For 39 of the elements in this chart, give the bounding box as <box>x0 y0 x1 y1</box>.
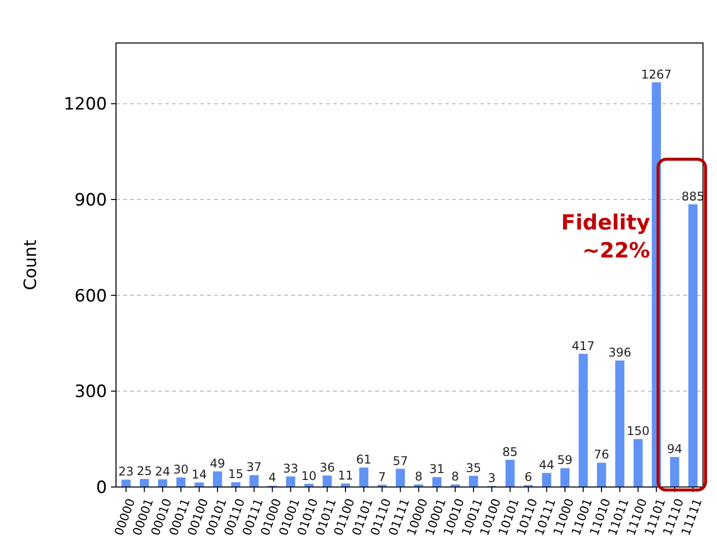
data-label: 36 <box>320 460 335 474</box>
y-axis-title: Count <box>21 239 41 290</box>
data-label: 59 <box>557 453 573 468</box>
data-label: 3 <box>488 471 496 486</box>
data-label: 417 <box>572 338 595 353</box>
data-label: 85 <box>502 444 518 459</box>
data-label: 1267 <box>641 67 672 82</box>
y-tick-label: 900 <box>74 190 107 210</box>
data-label: 44 <box>539 458 554 472</box>
data-label: 10 <box>301 468 317 483</box>
data-label: 76 <box>594 448 610 462</box>
y-tick-label: 0 <box>96 478 107 498</box>
data-label: 94 <box>667 442 682 456</box>
data-label: 35 <box>466 460 482 475</box>
data-label: 8 <box>414 469 422 484</box>
data-label: 15 <box>228 467 244 482</box>
data-label: 30 <box>173 462 189 476</box>
y-tick-label: 600 <box>74 286 107 306</box>
data-label: 33 <box>282 461 298 476</box>
annotation: Fidelity ~22% <box>561 210 650 262</box>
data-label: 14 <box>192 468 207 482</box>
y-tick-label: 300 <box>74 382 107 402</box>
y-tick-label: 1200 <box>64 94 107 115</box>
data-label: 49 <box>210 456 226 470</box>
data-label: 6 <box>524 470 532 484</box>
data-label: 885 <box>681 189 704 204</box>
data-label: 150 <box>626 424 650 438</box>
data-label: 7 <box>378 470 386 484</box>
data-label: 23 <box>118 464 134 479</box>
data-label: 57 <box>392 454 408 468</box>
data-label: 4 <box>268 470 276 485</box>
data-label: 396 <box>608 346 632 360</box>
data-label: 37 <box>246 460 262 474</box>
data-label: 61 <box>356 452 372 467</box>
data-label: 25 <box>136 464 152 478</box>
data-label: 8 <box>451 469 460 484</box>
data-label: 24 <box>154 464 170 478</box>
data-label: 31 <box>429 462 445 476</box>
data-label: 11 <box>338 468 354 482</box>
